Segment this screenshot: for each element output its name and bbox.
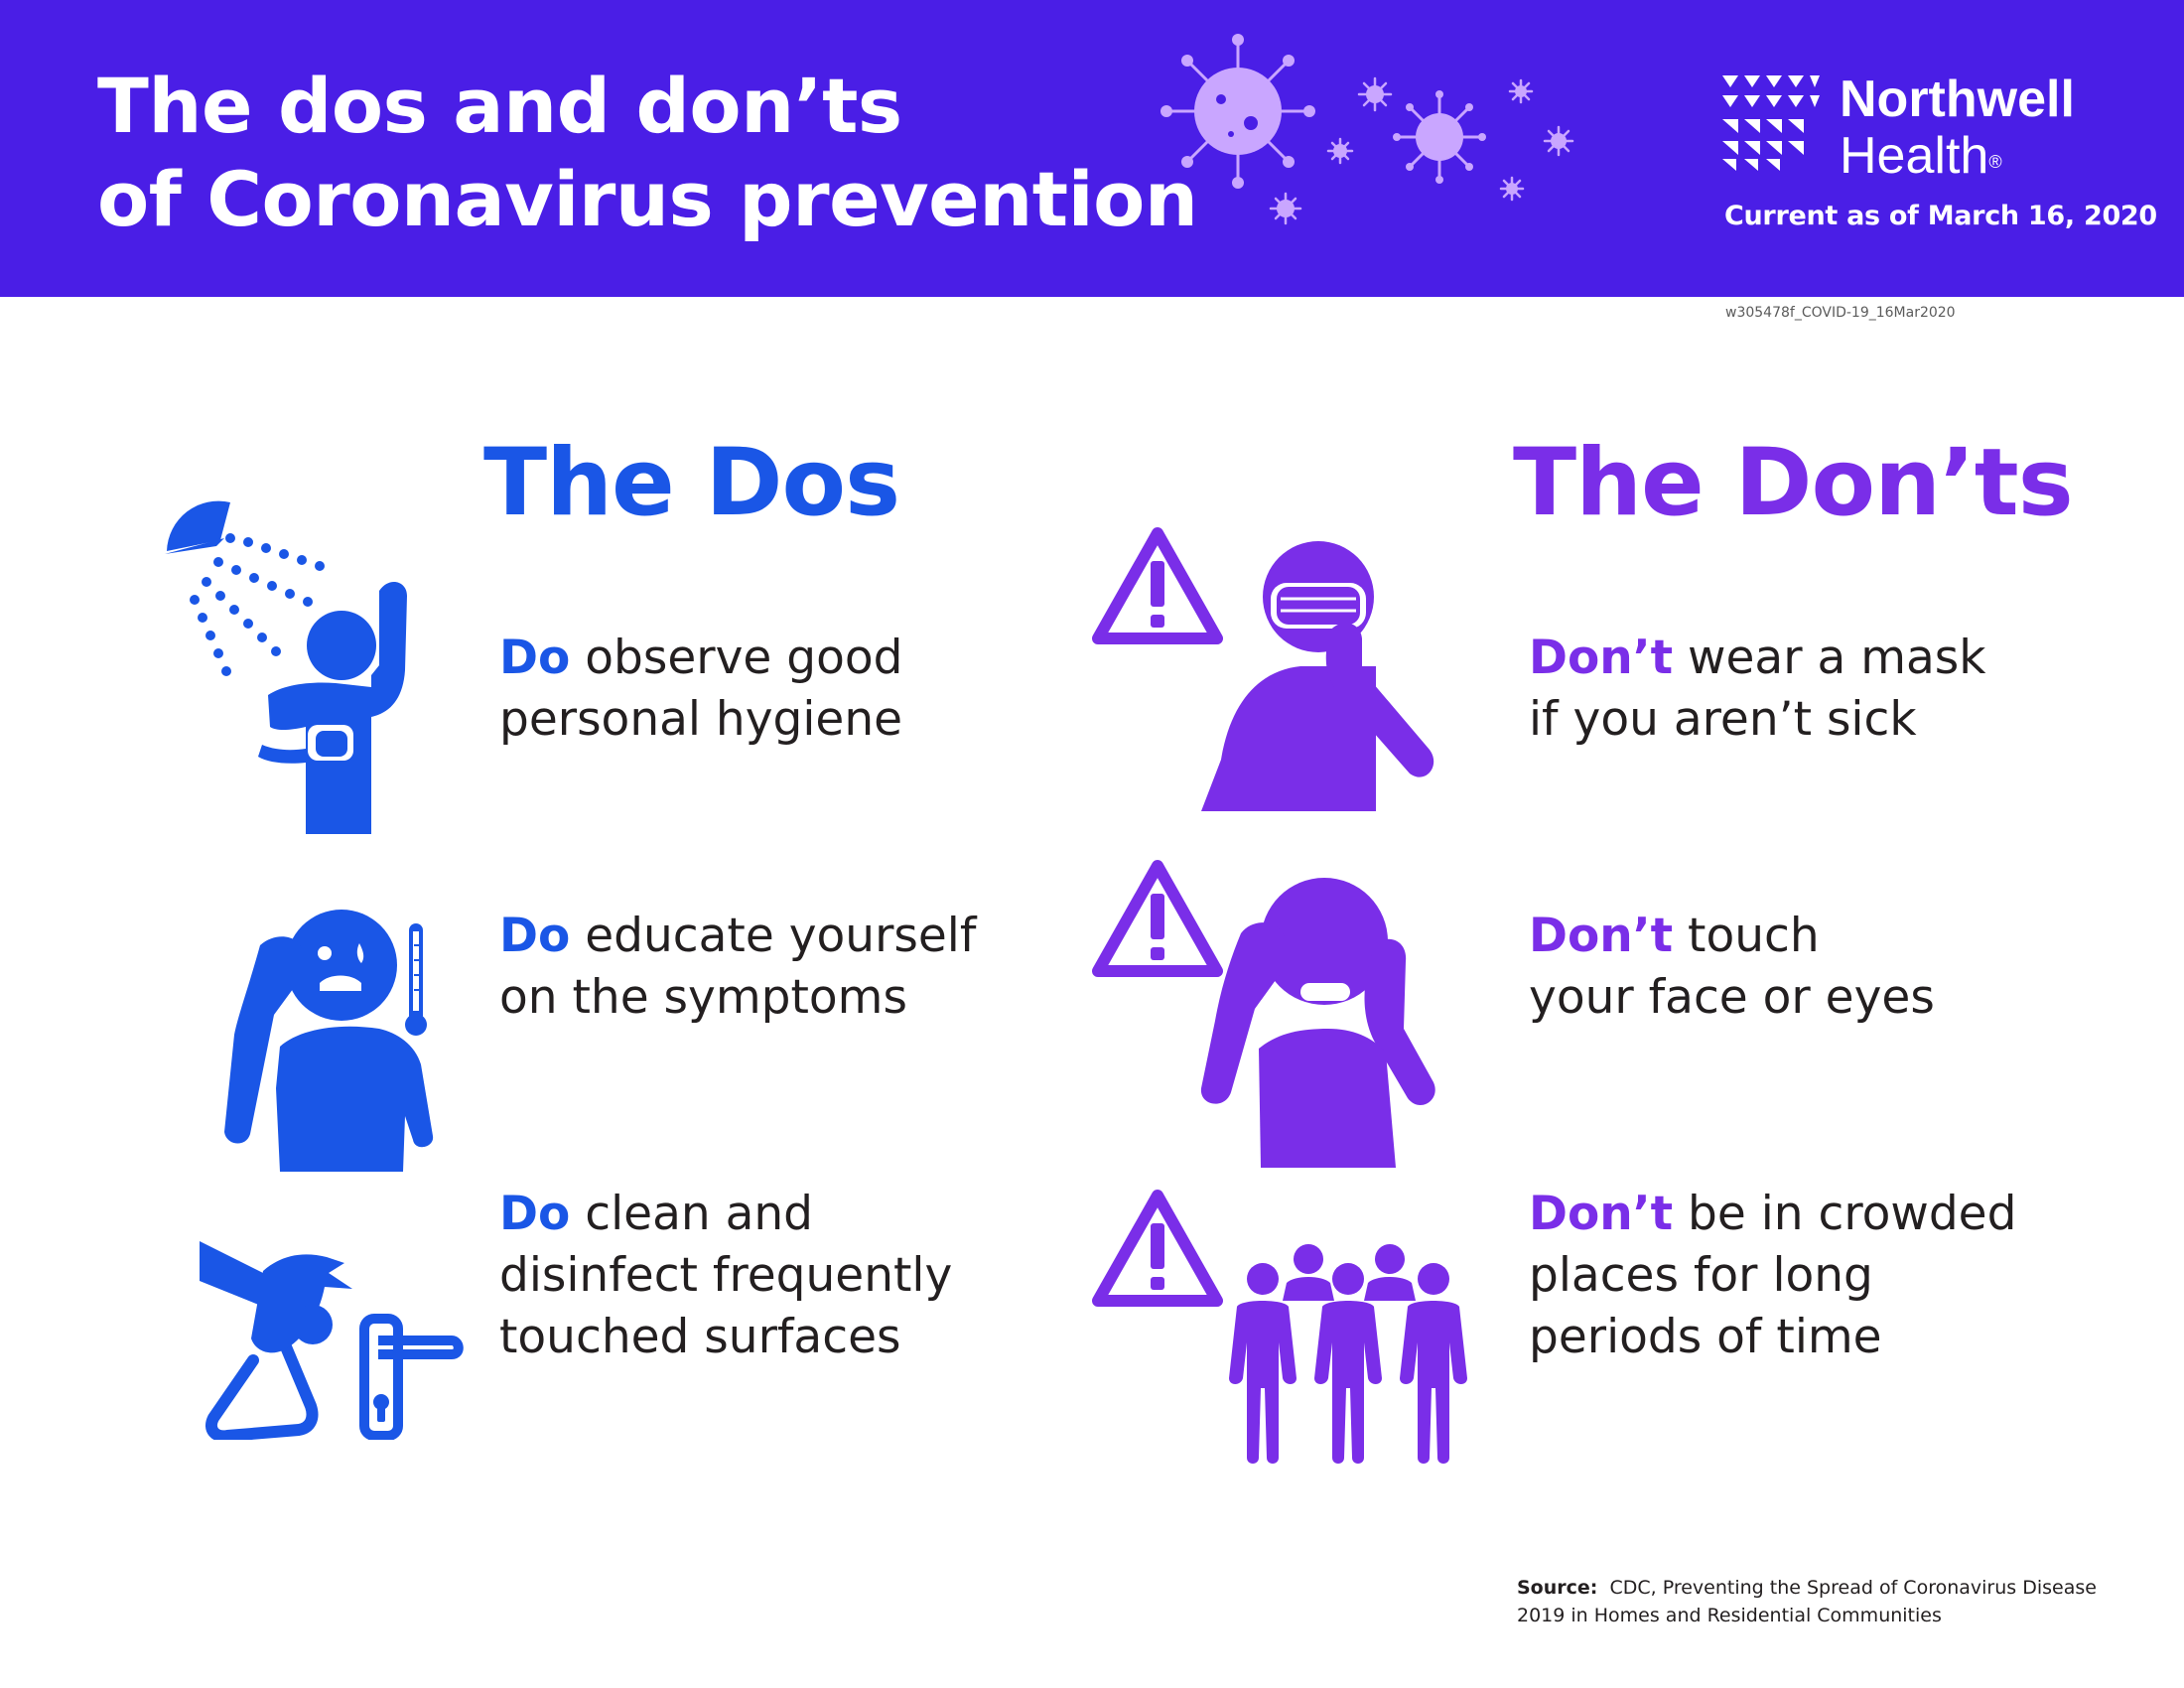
page-title: The dos and don’ts of Coronavirus preven… <box>97 60 1198 246</box>
dont-keyword: Don’t <box>1529 631 1674 685</box>
header-banner: The dos and don’ts of Coronavirus preven… <box>0 0 2184 297</box>
warning-triangle-icon <box>1092 860 1223 977</box>
title-line-1: The dos and don’ts <box>97 62 902 150</box>
source-line-2: 2019 in Homes and Residential Communitie… <box>1517 1605 1942 1626</box>
dont-item-line-3: periods of time <box>1529 1310 1882 1364</box>
shower-person-icon <box>165 500 407 834</box>
do-item-line-1: observe good <box>570 631 903 685</box>
dont-item-line-2: your face or eyes <box>1529 970 1935 1025</box>
virus-particles-icon <box>1160 34 1574 225</box>
crowd-icon <box>1092 1190 1467 1464</box>
do-item-line-1: educate yourself <box>570 909 977 963</box>
do-keyword: Do <box>499 909 571 963</box>
northwell-mark-icon <box>1722 75 1820 171</box>
dont-item-line-1: wear a mask <box>1673 631 1986 685</box>
dos-heading: The Dos <box>483 429 900 537</box>
brand-line-1: Northwell <box>1840 70 2075 128</box>
brand-line-2: Health <box>1840 127 1989 185</box>
do-item-line-1: clean and <box>570 1187 814 1241</box>
registered-mark: ® <box>1988 152 2002 172</box>
current-as-of: Current as of March 16, 2020 <box>1724 201 2157 231</box>
do-item-line-2: personal hygiene <box>499 692 903 747</box>
source-citation: Source: CDC, Preventing the Spread of Co… <box>1517 1574 2162 1629</box>
brand-name: Northwell Health® <box>1840 71 2075 185</box>
do-item-line-2: on the symptoms <box>499 970 907 1025</box>
spray-door-handle-icon <box>200 1241 464 1440</box>
do-item-hygiene: Do observe good personal hygiene <box>499 628 902 751</box>
dont-item-touch-face: Don’t touch your face or eyes <box>1529 906 1935 1029</box>
source-label: Source: <box>1517 1577 1598 1599</box>
donts-heading: The Don’ts <box>1513 429 2074 537</box>
source-line-1: CDC, Preventing the Spread of Coronaviru… <box>1609 1577 2097 1599</box>
warning-triangle-icon <box>1092 527 1223 644</box>
title-line-2: of Coronavirus prevention <box>97 155 1198 243</box>
do-item-symptoms: Do educate yourself on the symptoms <box>499 906 976 1029</box>
sick-person-thermometer-icon <box>224 910 434 1172</box>
do-item-disinfect: Do clean and disinfect frequently touche… <box>499 1184 952 1368</box>
dont-item-line-1: touch <box>1673 909 1820 963</box>
warning-triangle-icon <box>1092 1190 1223 1307</box>
document-code: w305478f_COVID-19_16Mar2020 <box>1725 305 1956 321</box>
dont-item-crowds: Don’t be in crowded places for long peri… <box>1529 1184 2016 1368</box>
dont-item-line-1: be in crowded <box>1673 1187 2017 1241</box>
dont-item-line-2: places for long <box>1529 1248 1873 1303</box>
dont-item-mask: Don’t wear a mask if you aren’t sick <box>1529 628 1986 751</box>
do-item-line-2: disinfect frequently <box>499 1248 953 1303</box>
masked-person-icon <box>1092 527 1434 811</box>
dont-keyword: Don’t <box>1529 909 1674 963</box>
do-keyword: Do <box>499 1187 571 1241</box>
dont-keyword: Don’t <box>1529 1187 1674 1241</box>
face-touching-person-icon <box>1092 860 1435 1168</box>
do-item-line-3: touched surfaces <box>499 1310 901 1364</box>
dont-item-line-2: if you aren’t sick <box>1529 692 1917 747</box>
do-keyword: Do <box>499 631 571 685</box>
